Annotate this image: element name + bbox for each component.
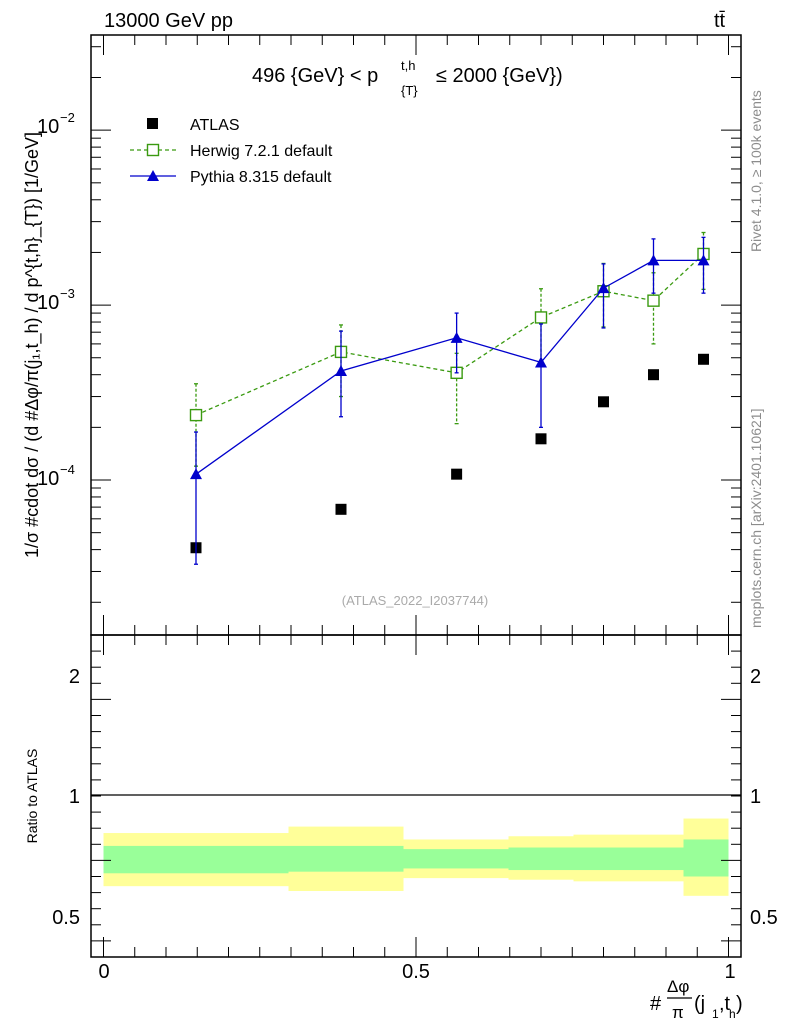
plot-title: 496 {GeV} < p t,h {T} ≤ 2000 {GeV}) [252,58,563,98]
ratio-y-tick-label-right-1: 1 [750,786,761,808]
title-post: ≤ 2000 {GeV}) [436,65,563,87]
title-pre: 496 {GeV} < p [252,65,378,87]
x-label-numerator: Δφ [667,977,689,996]
y-tick-exp-1e-4: −4 [60,462,75,477]
x-label-close: ) [736,993,743,1015]
ratio-y-tick-label-left-2: 2 [69,666,80,688]
rivet-label: Rivet 4.1.0, ≥ 100k events [748,90,764,252]
process-label: tt̄ [714,10,726,32]
ratio-y-tick-label-right-2: 2 [750,666,761,688]
ratio-band-inner [573,847,639,871]
main-y-tick-labels: 10 −2 10 −3 10 −4 [37,110,75,490]
energy-label: 13000 GeV pp [104,10,233,32]
main-y-axis-label: 1/σ #cdot dσ / (d #Δφ/π(j₁,t_h) / d p^{t… [22,132,43,558]
ratio-frame [90,634,742,958]
source-label: mcplots.cern.ch [arXiv:2401.10621] [748,409,764,628]
x-tick-label-05: 0.5 [402,961,430,983]
analysis-watermark: (ATLAS_2022_I2037744) [342,593,488,608]
x-axis-label: # Δφ π (j 1 ,t h ) [650,977,743,1022]
ratio-band-inner [638,847,684,871]
atlas-point [535,433,547,445]
ratio-band-inner [508,847,574,871]
ratio-y-tick-label-left-05: 0.5 [52,907,80,929]
atlas-point [451,468,463,480]
main-panel: 10 −2 10 −3 10 −4 496 {GeV} < p t,h {T} … [37,34,742,636]
y-tick-label-1e-3: 10 [37,292,59,314]
legend-label-herwig: Herwig 7.2.1 default [190,143,333,160]
pythia-line [195,259,704,475]
legend-marker-pythia [147,170,159,181]
atlas-point [335,503,347,515]
y-tick-label-1e-4: 10 [37,468,59,490]
ratio-y-axis-label: Ratio to ATLAS [24,749,40,844]
legend-label-atlas: ATLAS [190,117,240,134]
x-label-comma: ,t [719,993,731,1015]
x-label-sub2: h [729,1007,736,1021]
x-label-sub1: 1 [712,1007,719,1021]
title-sub: {T} [401,83,418,98]
x-tick-label-0: 0 [98,961,109,983]
ratio-axis-ticks [91,634,741,957]
legend-marker-herwig [146,143,160,157]
x-label-arg: (j [694,993,705,1015]
ratio-bands [103,818,729,896]
pythia-point [190,468,202,480]
pythia-point [697,254,710,266]
y-tick-exp-1e-2: −2 [60,110,75,125]
pythia-point [535,356,547,368]
x-label-prefix: # [650,993,662,1015]
x-label-denominator: π [672,1003,684,1022]
atlas-point [598,396,609,408]
pythia-point [450,331,463,343]
ratio-band-inner [683,839,729,877]
ratio-band-inner [403,849,509,869]
main-axis-ticks [91,35,741,635]
pythia-point [335,364,347,376]
x-tick-label-1: 1 [724,961,735,983]
main-data [189,231,710,565]
pythia-point [647,254,660,266]
y-tick-label-1e-2: 10 [37,116,59,138]
atlas-point [698,353,709,365]
herwig-point [189,408,203,422]
title-sup: t,h [401,58,415,73]
atlas-point [648,369,659,381]
legend-label-pythia: Pythia 8.315 default [190,169,332,186]
ratio-y-tick-label-left-1: 1 [69,786,80,808]
ratio-y-tick-label-right-05: 0.5 [750,907,778,929]
ratio-band-inner [288,845,404,872]
ratio-band-inner [103,845,289,874]
herwig-point [647,294,660,307]
legend-marker-atlas [147,118,158,129]
ratio-panel: 2 1 0.5 2 1 0.5 Ratio to ATLAS 0 0.5 1 #… [24,634,778,1022]
herwig-line [195,253,704,416]
y-tick-exp-1e-3: −3 [60,286,75,301]
main-frame [90,34,742,636]
legend: ATLAS Herwig 7.2.1 default Pythia 8.315 … [130,117,333,186]
herwig-point [534,311,548,324]
pythia-point [597,282,610,294]
